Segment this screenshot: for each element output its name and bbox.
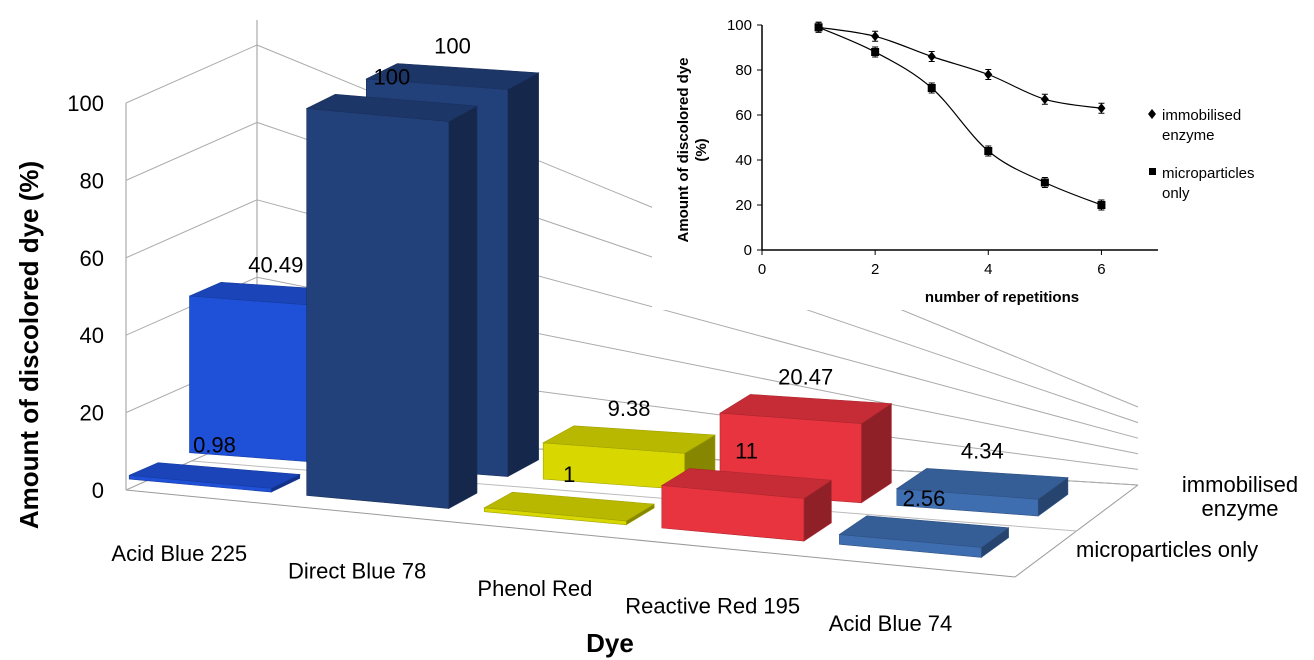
y-axis-title: Amount of discolored dye (%) [14, 161, 44, 529]
bar-microparticles-only-3: 11 [660, 438, 833, 542]
inset-point [1097, 103, 1106, 114]
inset-axes: 0 20 40 60 80 100 0 2 4 6 [727, 17, 1158, 278]
category-label: Acid Blue 74 [829, 611, 953, 636]
inset-x-tick-label: 4 [984, 261, 992, 278]
x-axis-title: Dye [586, 628, 634, 658]
inset-x-tick-label: 0 [758, 261, 766, 278]
category-label: Direct Blue 78 [288, 559, 426, 584]
category-label: Phenol Red [477, 576, 592, 601]
legend-micro-line2: only [1162, 185, 1190, 202]
inset-chart: 0 20 40 60 80 100 0 2 4 6 Amount of discolored dy… [652, 16, 1310, 310]
y-tick-label: 40 [80, 323, 104, 348]
legend-immobilised-line1: immobilised [1162, 107, 1241, 124]
legend-diamond-marker [1148, 109, 1156, 119]
inset-point [1040, 178, 1049, 187]
inset-point [871, 31, 880, 42]
y-tick-label: 60 [80, 246, 104, 271]
data-label: 40.49 [248, 252, 303, 277]
inset-point [984, 147, 993, 155]
inset-y-tick-label: 60 [735, 107, 752, 124]
inset-series [814, 21, 1106, 211]
data-label: 4.34 [961, 438, 1004, 463]
bar-immobilised-enzyme-4: 4.34 [895, 438, 1069, 517]
depth-label-front: microparticles only [1076, 537, 1258, 562]
inset-point [984, 69, 993, 80]
y-tick-label: 0 [92, 478, 104, 503]
inset-y-title-line2: (%) [693, 138, 710, 161]
y-tick-label: 20 [80, 401, 104, 426]
inset-point [1040, 94, 1049, 105]
data-label: 100 [434, 34, 471, 59]
inset-x-tick-label: 2 [871, 261, 879, 278]
inset-x-title: number of repetitions [925, 289, 1079, 306]
category-label: Reactive Red 195 [625, 593, 800, 618]
bar-microparticles-only-2: 1 [483, 462, 656, 526]
data-label: 9.38 [608, 396, 651, 421]
category-label: Acid Blue 225 [111, 541, 247, 566]
inset-y-tick-label: 40 [735, 152, 752, 169]
inset-x-tick-label: 6 [1097, 261, 1105, 278]
inset-y-tick-label: 20 [735, 197, 752, 214]
bar-microparticles-only-4: 2.56 [838, 486, 1010, 558]
category-labels: Acid Blue 225 Direct Blue 78 Phenol Red Rea… [111, 541, 952, 636]
inset-point [927, 51, 936, 62]
inset-point [927, 84, 936, 92]
data-label: 20.47 [778, 364, 833, 389]
bar-microparticles-only-0: 0.98 [128, 433, 301, 493]
inset-y-tick-label: 0 [744, 242, 752, 259]
inset-legend: immobilised enzyme microparticles only [1148, 107, 1255, 202]
y-axis-ticks: 0 20 40 60 80 100 [67, 91, 104, 503]
depth-label-back-line1: immobilised [1182, 472, 1298, 497]
legend-micro-line1: microparticles [1162, 165, 1255, 182]
data-label: 11 [735, 438, 758, 463]
bar-microparticles-only-1: 100 [305, 64, 479, 510]
data-label: 1 [563, 462, 575, 487]
depth-label-back-line2: enzyme [1201, 496, 1278, 521]
data-label: 0.98 [193, 433, 236, 458]
inset-point [1097, 201, 1106, 209]
data-label: 100 [374, 64, 411, 89]
data-label: 2.56 [903, 486, 946, 511]
y-tick-label: 100 [67, 91, 104, 116]
inset-point [871, 48, 880, 56]
y-tick-label: 80 [80, 168, 104, 193]
inset-y-title-line1: Amount of discolored dye [675, 57, 692, 242]
inset-y-tick-label: 100 [727, 17, 752, 34]
inset-curve [818, 26, 1102, 109]
inset-series-1 [814, 21, 1106, 211]
legend-square-marker [1149, 168, 1156, 175]
legend-immobilised-line2: enzyme [1162, 127, 1215, 144]
inset-point [814, 23, 823, 32]
inset-y-tick-label: 80 [735, 62, 752, 79]
